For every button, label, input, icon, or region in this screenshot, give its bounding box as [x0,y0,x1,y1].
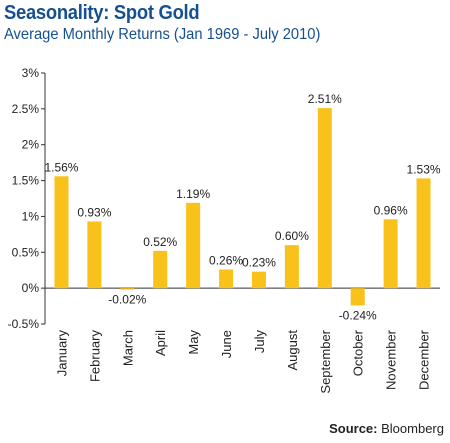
data-label: 0.52% [143,235,177,249]
data-label: 1.56% [44,160,78,174]
bar [153,250,168,289]
data-label: 1.53% [407,162,441,176]
y-tick-label: 1% [22,209,40,223]
category-label: May [186,330,201,355]
y-tick-label: -0.5% [8,317,40,331]
category-label: August [285,330,300,371]
y-tick-label: 0.5% [12,245,40,259]
chart-title: Seasonality: Spot Gold [4,2,200,24]
data-label: 0.96% [374,203,408,217]
bar [383,219,398,289]
category-label: November [384,329,399,390]
data-label: 2.51% [308,92,342,106]
source-name: Bloomberg [381,421,444,436]
category-label: March [120,330,135,366]
bar [317,108,332,289]
category-label: April [153,330,168,356]
y-tick-label: 2% [22,138,40,152]
y-tick-label: 0% [22,281,40,295]
bar [251,271,266,289]
data-label: 1.19% [176,187,210,201]
data-label: -0.24% [339,308,377,322]
bar [186,202,201,289]
category-label: October [351,329,366,376]
data-label: -0.02% [108,293,146,307]
data-label: 0.60% [275,229,309,243]
bar [350,288,365,306]
bar [284,245,299,289]
chart-subtitle: Average Monthly Returns (Jan 1969 - July… [4,26,321,43]
y-tick-label: 1.5% [12,174,40,188]
y-tick-label: 2.5% [12,102,40,116]
source-note: Source: Bloomberg [329,421,444,436]
data-label: 0.23% [242,256,276,270]
category-label: February [87,330,102,383]
bar-chart: -0.5% 0% 0.5% 1% 1.5% 2% 2.5% 3% 1.56% January 0.9… [8,66,441,394]
data-label: 0.93% [77,205,111,219]
bar [87,221,102,289]
category-label: June [219,330,234,358]
bar [416,178,431,289]
category-label: January [54,330,69,377]
category-label: September [318,329,333,393]
y-tick-label: 3% [22,66,40,80]
data-label: 0.26% [209,253,243,267]
source-label: Source: [329,421,378,436]
bar [54,176,69,289]
category-label: July [252,330,267,354]
category-label: December [417,329,432,390]
bar [219,269,234,289]
bar [120,288,135,290]
